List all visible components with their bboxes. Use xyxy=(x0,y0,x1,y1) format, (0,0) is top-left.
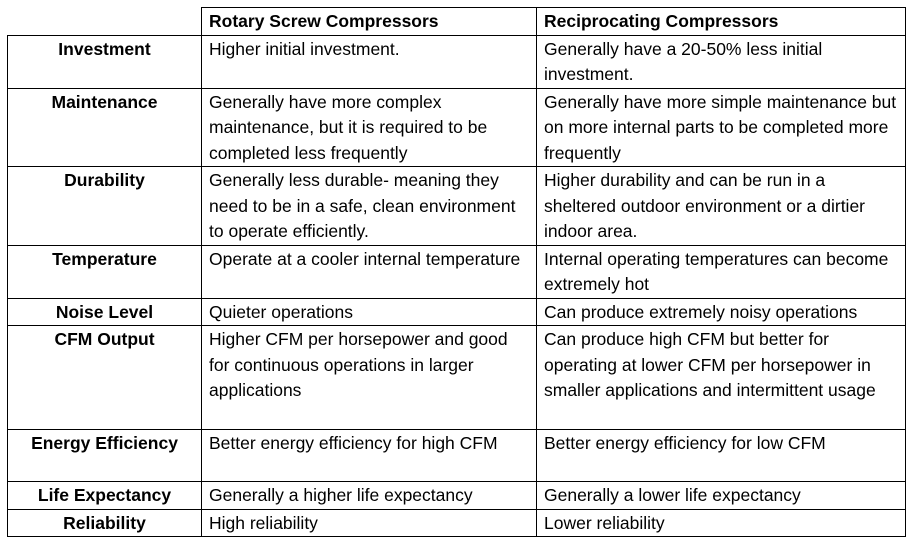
row-label: Noise Level xyxy=(7,297,202,326)
header-corner-cell xyxy=(7,7,202,36)
row-label: Energy Efficiency xyxy=(7,429,202,482)
header-row: Rotary Screw Compressors Reciprocating C… xyxy=(7,7,906,36)
table-body: Investment Higher initial investment. Ge… xyxy=(7,34,906,537)
rotary-cell: Higher CFM per horsepower and good for c… xyxy=(201,325,537,430)
table-row: Maintenance Generally have more complex … xyxy=(7,87,906,167)
table-row: Life Expectancy Generally a higher life … xyxy=(7,481,906,510)
reciprocating-cell: Can produce high CFM but better for oper… xyxy=(536,325,906,430)
reciprocating-cell: Better energy efficiency for low CFM xyxy=(536,429,906,482)
table-row: Investment Higher initial investment. Ge… xyxy=(7,34,906,89)
reciprocating-cell: Higher durability and can be run in a sh… xyxy=(536,166,906,246)
reciprocating-cell: Generally a lower life expectancy xyxy=(536,481,906,510)
row-label: Durability xyxy=(7,166,202,246)
reciprocating-cell: Generally have a 20-50% less initial inv… xyxy=(536,34,906,89)
header-rotary-screw: Rotary Screw Compressors xyxy=(201,7,537,36)
table-row: CFM Output Higher CFM per horsepower and… xyxy=(7,325,906,430)
table-header: Rotary Screw Compressors Reciprocating C… xyxy=(7,7,906,36)
rotary-cell: Better energy efficiency for high CFM xyxy=(201,429,537,482)
reciprocating-cell: Can produce extremely noisy operations xyxy=(536,297,906,326)
row-label: CFM Output xyxy=(7,325,202,430)
rotary-cell: Generally have more complex maintenance,… xyxy=(201,87,537,167)
table-row: Temperature Operate at a cooler internal… xyxy=(7,244,906,299)
table-row: Noise Level Quieter operations Can produ… xyxy=(7,297,906,326)
reciprocating-cell: Internal operating temperatures can beco… xyxy=(536,244,906,299)
rotary-cell: Higher initial investment. xyxy=(201,34,537,89)
rotary-cell: Generally a higher life expectancy xyxy=(201,481,537,510)
comparison-table: Rotary Screw Compressors Reciprocating C… xyxy=(7,7,906,537)
row-label: Maintenance xyxy=(7,87,202,167)
rotary-cell: Quieter operations xyxy=(201,297,537,326)
rotary-cell: High reliability xyxy=(201,508,537,537)
row-label: Temperature xyxy=(7,244,202,299)
table-row: Reliability High reliability Lower relia… xyxy=(7,508,906,537)
rotary-cell: Operate at a cooler internal temperature xyxy=(201,244,537,299)
reciprocating-cell: Generally have more simple maintenance b… xyxy=(536,87,906,167)
rotary-cell: Generally less durable- meaning they nee… xyxy=(201,166,537,246)
header-reciprocating: Reciprocating Compressors xyxy=(536,7,906,36)
reciprocating-cell: Lower reliability xyxy=(536,508,906,537)
row-label: Investment xyxy=(7,34,202,89)
row-label: Life Expectancy xyxy=(7,481,202,510)
row-label: Reliability xyxy=(7,508,202,537)
table-row: Durability Generally less durable- meani… xyxy=(7,166,906,246)
table-row: Energy Efficiency Better energy efficien… xyxy=(7,429,906,482)
